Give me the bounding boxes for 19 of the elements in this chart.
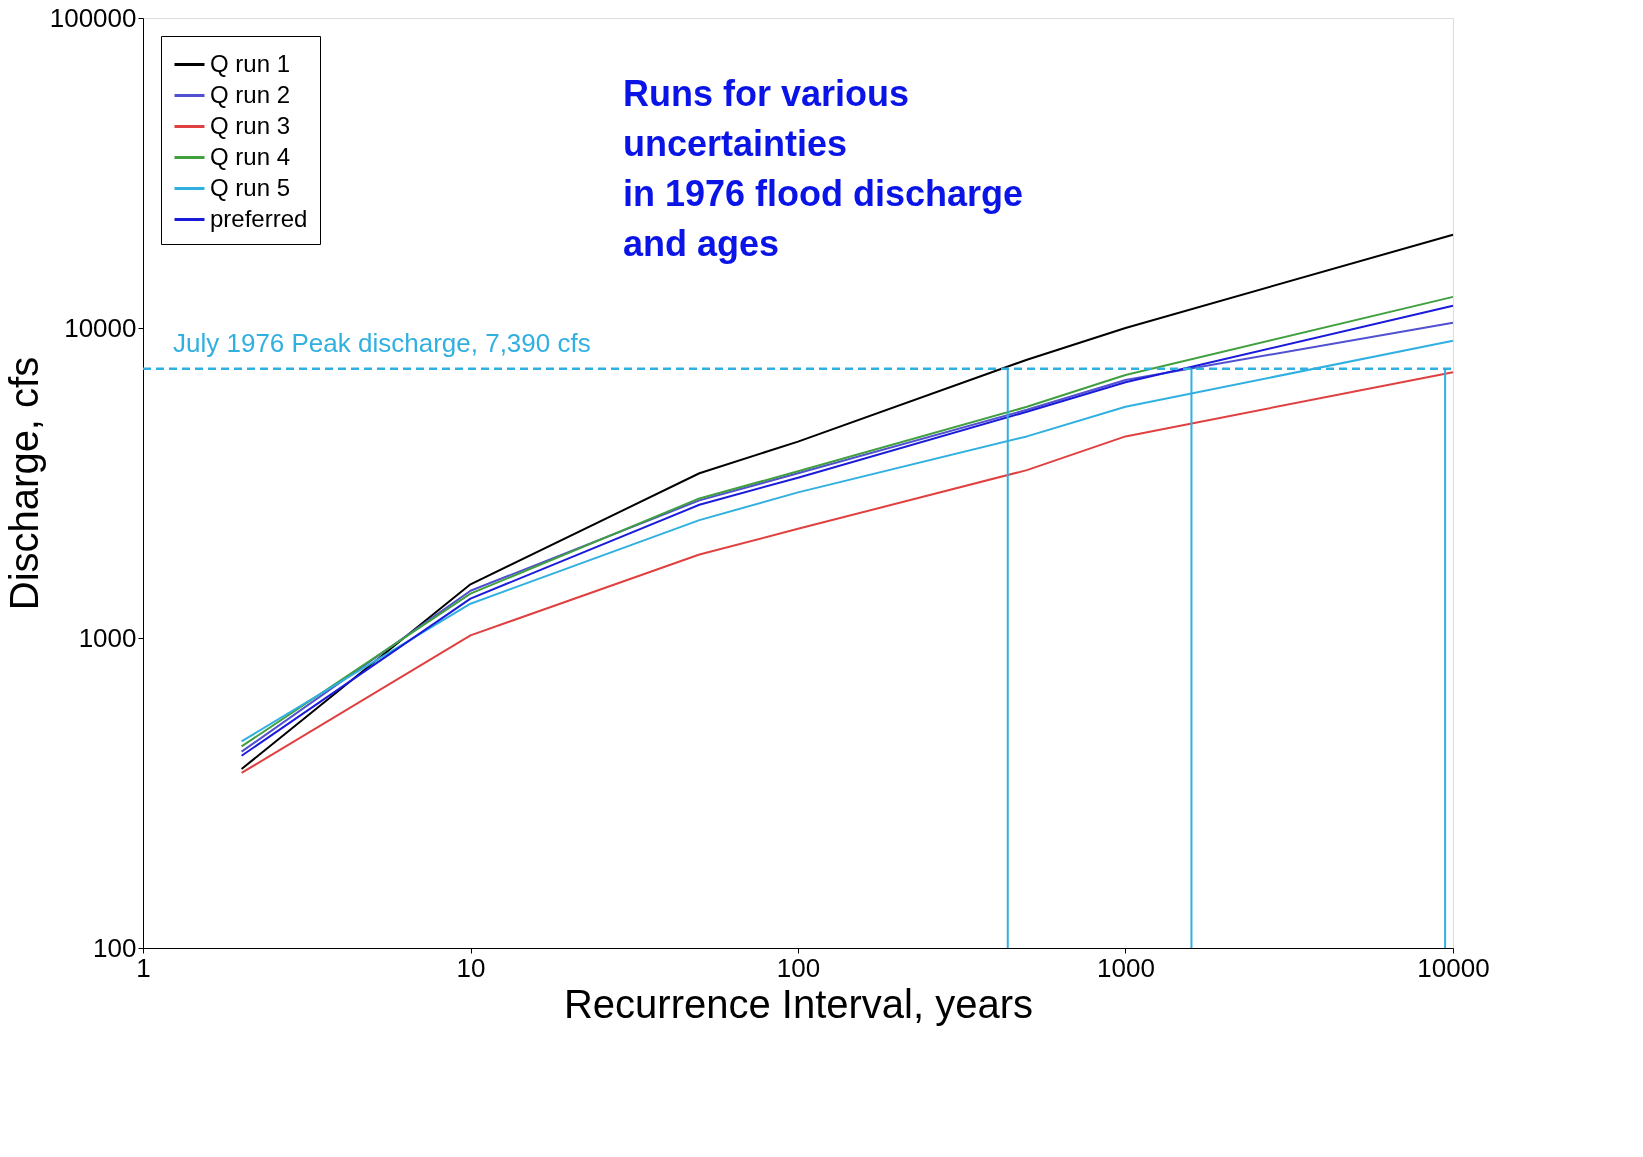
y-axis-title: Discharge, cfs (1, 356, 46, 611)
y-tick-label: 10000 (64, 312, 137, 343)
legend-label: Q run 2 (210, 80, 291, 108)
x-tick-label: 100 (776, 952, 821, 983)
legend-label: Q run 4 (210, 142, 291, 170)
legend-label: preferred (210, 204, 308, 232)
annotation: Runs for various uncertainties in 1976 flood discharge and ages (623, 73, 1024, 264)
legend-label: Q run 5 (210, 173, 291, 201)
legend-label: Q run 1 (210, 49, 291, 77)
x-axis-title: Recurrence Interval, years (563, 981, 1034, 1026)
y-tick-label: 100 (93, 932, 137, 963)
x-tick-label: 10000 (1417, 952, 1490, 983)
legend-label: Q run 3 (210, 111, 291, 139)
y-tick-label: 100000 (49, 2, 137, 33)
x-tick-label: 1 (136, 952, 151, 983)
x-tick-label: 1000 (1097, 952, 1155, 983)
y-tick-label: 1000 (78, 622, 137, 653)
ref-line-label: July 1976 Peak discharge, 7,390 cfs (173, 327, 591, 358)
x-tick-label: 10 (456, 952, 486, 983)
